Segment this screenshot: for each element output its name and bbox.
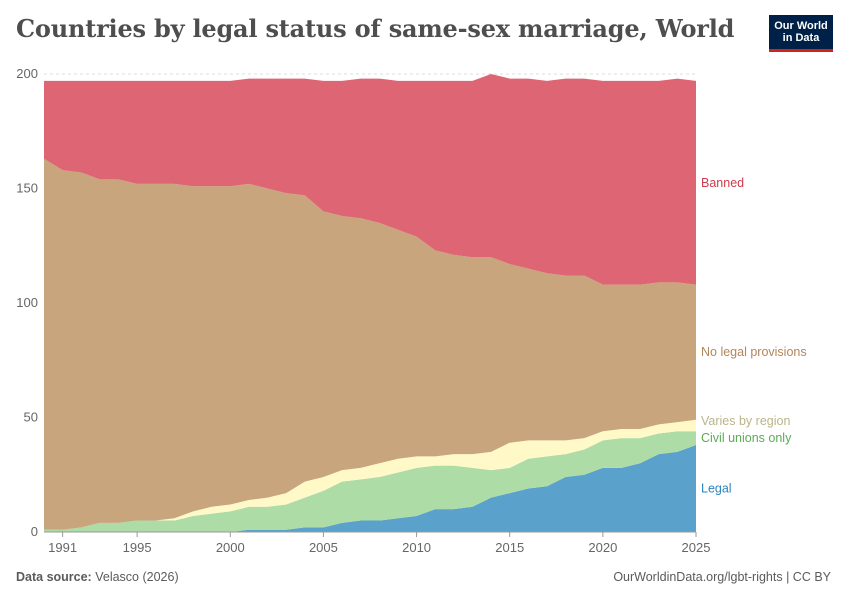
area-no-legal-provisions: [44, 158, 696, 530]
logo-line-2: in Data: [782, 32, 820, 44]
x-tick-label-2025: 2025: [682, 540, 711, 555]
area-series: [44, 74, 696, 532]
data-source-label: Data source:: [16, 570, 92, 584]
y-tick-label-0: 0: [31, 524, 38, 539]
data-source: Data source: Velasco (2026): [16, 570, 179, 584]
x-tick-label-2000: 2000: [216, 540, 245, 555]
y-tick-label-50: 50: [24, 410, 38, 425]
owid-logo[interactable]: Our World in Data: [769, 15, 833, 52]
series-label-legal: Legal: [701, 481, 732, 495]
series-label-civil-unions-only: Civil unions only: [701, 431, 792, 445]
x-tick-label-1995: 1995: [123, 540, 152, 555]
data-source-value: Velasco (2026): [95, 570, 179, 584]
area-banned: [44, 74, 696, 285]
x-tick-label-2020: 2020: [588, 540, 617, 555]
source-url-link[interactable]: OurWorldinData.org/lgbt-rights | CC BY: [613, 570, 831, 584]
y-tick-label-100: 100: [16, 295, 38, 310]
x-tick-label-2015: 2015: [495, 540, 524, 555]
x-tick-label-2005: 2005: [309, 540, 338, 555]
series-label-varies-by-region: Varies by region: [701, 414, 790, 428]
x-axis: 1991 1995 2000 2005 2010 2015 2020 2025: [44, 531, 711, 555]
area-legal: [44, 444, 696, 532]
y-axis: 0 50 100 150 200: [16, 66, 38, 539]
area-varies-by-region: [44, 419, 696, 530]
y-tick-label-150: 150: [16, 181, 38, 196]
x-tick-label-2010: 2010: [402, 540, 431, 555]
area-civil-unions-only: [44, 431, 696, 532]
series-label-banned: Banned: [701, 176, 744, 190]
x-tick-label-1991: 1991: [48, 540, 77, 555]
y-tick-label-200: 200: [16, 66, 38, 81]
logo-line-1: Our World: [774, 20, 828, 32]
series-labels: Legal Civil unions only Varies by region No…: [701, 176, 807, 496]
series-label-no-legal-provisions: No legal provisions: [701, 345, 807, 359]
chart-title: Countries by legal status of same-sex ma…: [16, 14, 735, 43]
